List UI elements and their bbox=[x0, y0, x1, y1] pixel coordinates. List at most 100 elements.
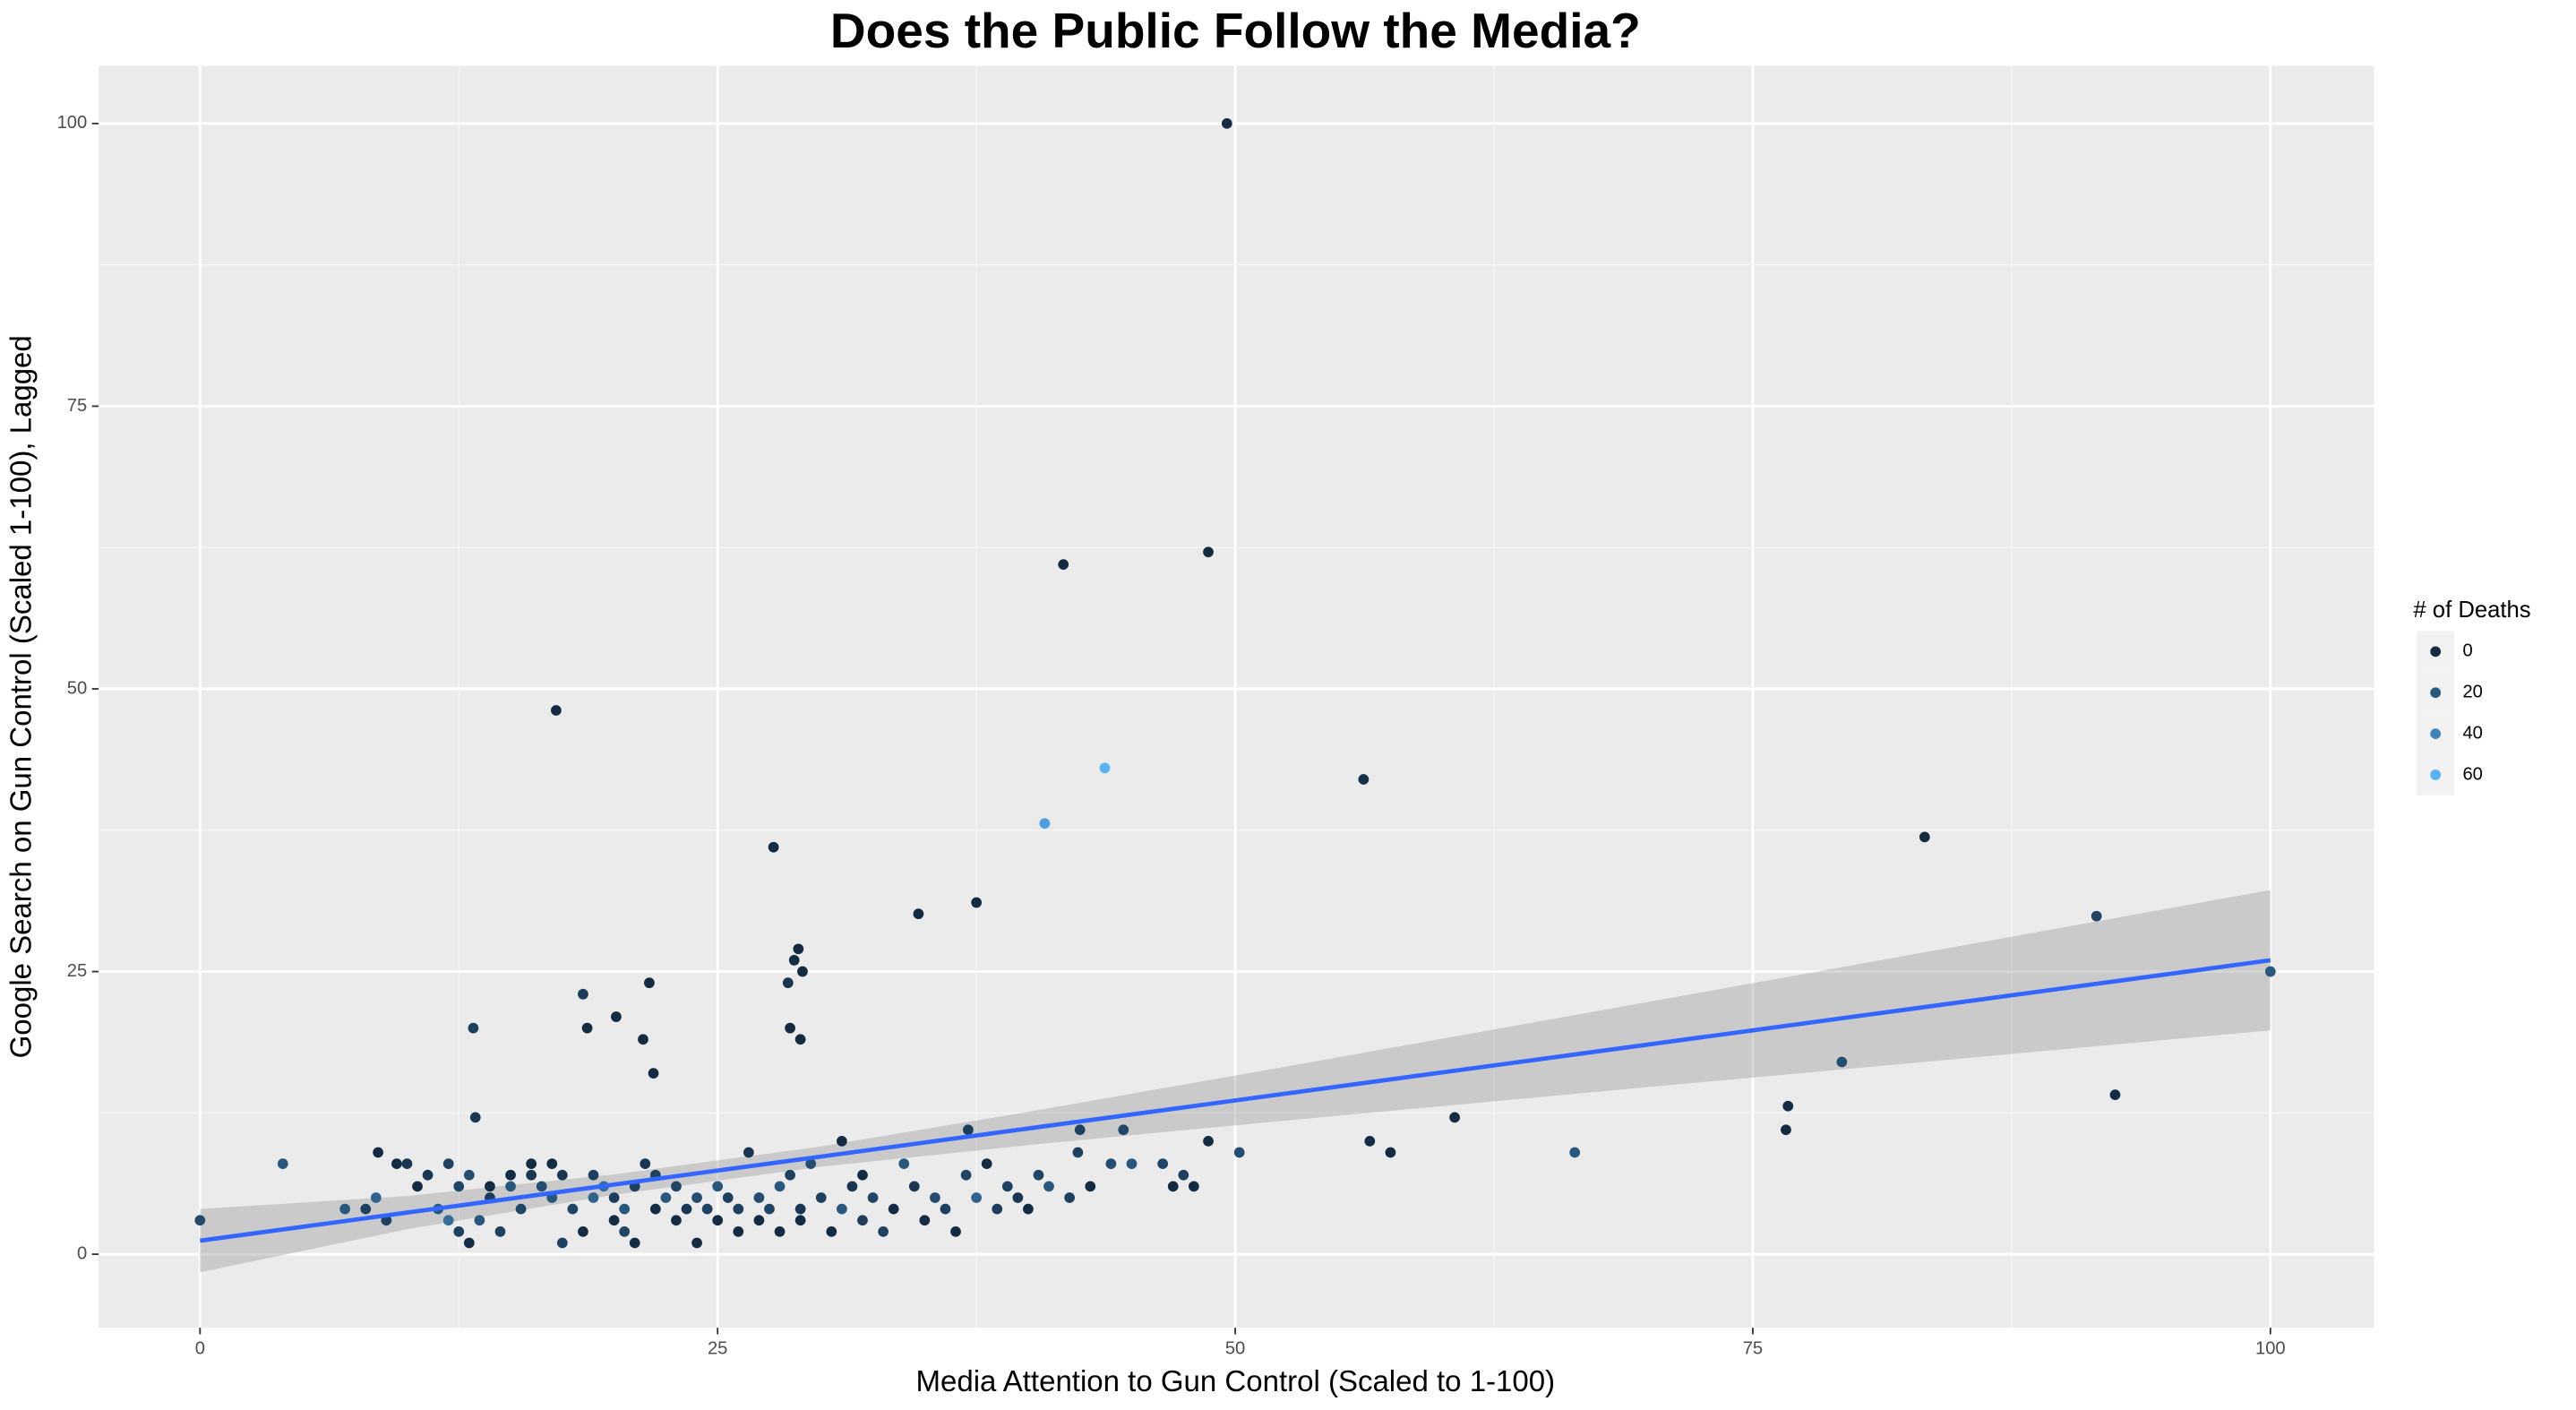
point bbox=[1043, 1181, 1054, 1192]
point bbox=[505, 1181, 516, 1192]
point bbox=[1085, 1181, 1096, 1192]
point bbox=[339, 1203, 350, 1215]
point bbox=[629, 1237, 640, 1249]
point bbox=[913, 908, 924, 920]
point bbox=[793, 943, 804, 955]
point bbox=[578, 988, 588, 1000]
fit-line bbox=[199, 958, 2271, 1243]
legend-key bbox=[2430, 728, 2442, 739]
point bbox=[753, 1192, 765, 1203]
point bbox=[888, 1203, 899, 1215]
y-tick-label: 50 bbox=[67, 678, 87, 698]
point bbox=[950, 1225, 961, 1237]
point bbox=[2264, 966, 2276, 977]
point bbox=[588, 1169, 599, 1181]
point bbox=[1157, 1158, 1169, 1170]
point bbox=[733, 1225, 744, 1237]
point bbox=[1221, 118, 1232, 129]
point bbox=[898, 1158, 910, 1170]
point bbox=[442, 1215, 454, 1226]
point bbox=[785, 1022, 795, 1034]
point bbox=[837, 1203, 847, 1215]
point bbox=[671, 1181, 682, 1192]
y-axis-label: Google Search on Gun Control (Scaled 1-1… bbox=[4, 335, 37, 1058]
legend-key bbox=[2430, 646, 2442, 658]
x-axis-label: Media Attention to Gun Control (Scaled t… bbox=[916, 1364, 1556, 1397]
x-tick-label: 75 bbox=[1743, 1338, 1763, 1358]
point bbox=[608, 1215, 620, 1226]
point bbox=[971, 897, 982, 908]
point bbox=[1203, 1136, 1214, 1147]
point bbox=[463, 1237, 475, 1249]
point bbox=[515, 1203, 527, 1215]
point bbox=[1919, 831, 1930, 843]
point bbox=[536, 1181, 547, 1192]
point bbox=[1001, 1181, 1013, 1192]
point bbox=[581, 1022, 593, 1034]
point bbox=[1188, 1181, 1199, 1192]
point bbox=[722, 1192, 734, 1203]
point bbox=[960, 1169, 972, 1181]
point bbox=[733, 1203, 744, 1215]
point bbox=[474, 1215, 485, 1226]
point bbox=[908, 1181, 920, 1192]
point bbox=[764, 1203, 775, 1215]
point bbox=[373, 1147, 383, 1158]
x-tick-label: 0 bbox=[195, 1338, 205, 1358]
point bbox=[794, 1203, 806, 1215]
point bbox=[1074, 1124, 1086, 1136]
point bbox=[1203, 546, 1214, 558]
chart-title: Does the Public Follow the Media? bbox=[830, 3, 1641, 58]
x-tick-label: 50 bbox=[1225, 1338, 1245, 1358]
point bbox=[1364, 1136, 1376, 1147]
point bbox=[391, 1158, 402, 1170]
point bbox=[788, 955, 800, 966]
legend-label: 40 bbox=[2462, 723, 2482, 743]
point bbox=[370, 1192, 382, 1203]
point bbox=[526, 1158, 537, 1170]
point bbox=[782, 977, 794, 989]
point bbox=[1105, 1158, 1117, 1170]
point bbox=[1033, 1169, 1044, 1181]
x-tick-label: 100 bbox=[2255, 1338, 2286, 1358]
point bbox=[611, 1011, 622, 1022]
point bbox=[992, 1203, 1003, 1215]
y-tick-label: 75 bbox=[67, 396, 87, 416]
point bbox=[648, 1068, 659, 1079]
point bbox=[644, 977, 655, 989]
point bbox=[442, 1158, 454, 1170]
legend-key bbox=[2430, 769, 2442, 780]
point bbox=[785, 1169, 795, 1181]
legend-label: 60 bbox=[2462, 764, 2482, 784]
legend-label: 20 bbox=[2462, 683, 2482, 702]
point bbox=[194, 1215, 206, 1226]
point bbox=[1167, 1181, 1179, 1192]
point bbox=[526, 1169, 537, 1181]
point bbox=[981, 1158, 992, 1170]
point bbox=[826, 1225, 837, 1237]
point bbox=[774, 1225, 786, 1237]
point bbox=[805, 1158, 817, 1170]
point bbox=[743, 1147, 754, 1158]
point bbox=[546, 1158, 558, 1170]
confidence-band bbox=[200, 890, 2271, 1273]
y-tick-label: 100 bbox=[57, 113, 88, 133]
point bbox=[1782, 1100, 1794, 1112]
point bbox=[1358, 774, 1370, 785]
point bbox=[671, 1215, 682, 1226]
point bbox=[578, 1225, 588, 1237]
point bbox=[567, 1203, 579, 1215]
point bbox=[701, 1203, 713, 1215]
point bbox=[1072, 1147, 1084, 1158]
point bbox=[638, 1034, 648, 1045]
point bbox=[453, 1225, 465, 1237]
y-tick-label: 25 bbox=[67, 961, 87, 981]
point bbox=[401, 1158, 413, 1170]
point bbox=[619, 1225, 631, 1237]
point bbox=[2091, 910, 2102, 922]
point bbox=[556, 1169, 568, 1181]
point bbox=[1118, 1124, 1129, 1136]
point bbox=[1058, 559, 1069, 571]
point bbox=[619, 1203, 631, 1215]
